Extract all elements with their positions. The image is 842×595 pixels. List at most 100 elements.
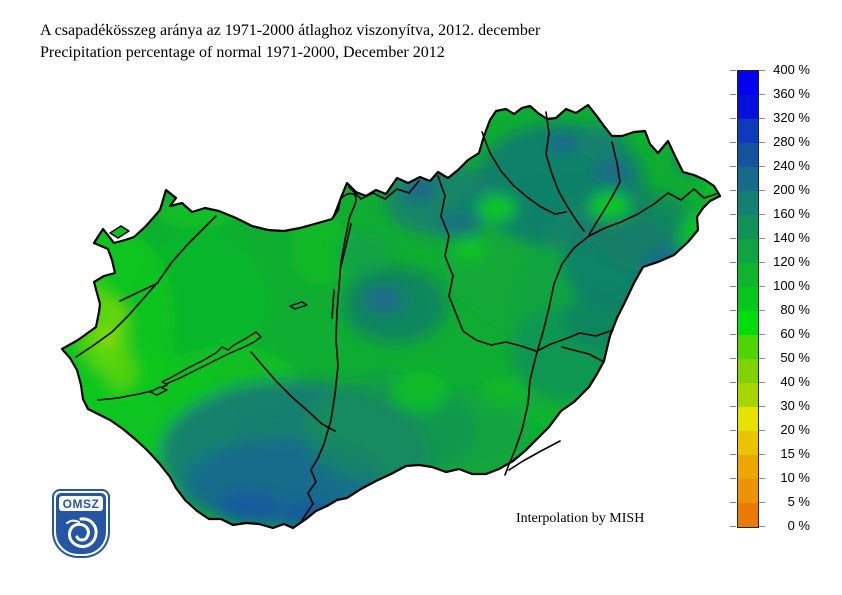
legend-tick-mark [759, 478, 765, 479]
legend-tick-label: 140 % [773, 230, 810, 245]
koros-river [538, 329, 614, 351]
legend-tick-mark [759, 358, 765, 359]
legend-tick-mark [730, 430, 736, 431]
koros-branch [561, 346, 605, 363]
legend-tick-mark [759, 454, 765, 455]
legend-tick-mark [730, 526, 736, 527]
legend-tick-mark [730, 334, 736, 335]
legend-tick-mark [730, 70, 736, 71]
kis-balaton [149, 386, 168, 396]
legend-tick-mark [759, 142, 765, 143]
legend-color-segment [738, 455, 758, 479]
legend-tick-mark [730, 190, 736, 191]
ipoly-river [348, 180, 420, 200]
title-hungarian: A csapadékösszeg aránya az 1971-2000 átl… [40, 22, 541, 39]
map-title-block: A csapadékösszeg aránya az 1971-2000 átl… [40, 20, 540, 64]
legend-color-segment [738, 359, 758, 383]
szentendre-island [340, 223, 352, 267]
legend-color-bar [737, 70, 759, 528]
legend-tick-label: 20 % [780, 422, 810, 437]
legend-tick-mark [759, 382, 765, 383]
legend-tick-mark [759, 406, 765, 407]
legend-tick-label: 160 % [773, 206, 810, 221]
interpolation-note: Interpolation by MISH [516, 511, 645, 526]
legend-tick-label: 50 % [780, 350, 810, 365]
legend-tick-mark [759, 430, 765, 431]
lake-velence [289, 301, 308, 310]
omsz-logo-text: OMSZ [59, 496, 103, 511]
legend-tick-label: 80 % [780, 302, 810, 317]
legend-tick-mark [759, 190, 765, 191]
legend-tick-label: 60 % [780, 326, 810, 341]
legend-tick-mark [730, 310, 736, 311]
legend-color-segment [738, 479, 758, 503]
legend-tick-mark [730, 262, 736, 263]
legend-color-segment [738, 407, 758, 431]
omsz-logo-inner: OMSZ [54, 491, 108, 556]
csepel-island [331, 289, 335, 319]
legend-tick-mark [759, 310, 765, 311]
legend-color-segment [738, 95, 758, 119]
legend-color-segment [738, 167, 758, 191]
lakes [109, 225, 308, 396]
raba-river [75, 215, 217, 358]
legend-tick-mark [730, 286, 736, 287]
legend-tick-mark [730, 358, 736, 359]
legend-color-segment [738, 71, 758, 95]
lake-ferto [109, 225, 130, 239]
precipitation-field [62, 105, 720, 528]
legend-tick-mark [730, 166, 736, 167]
legend-tick-mark [759, 214, 765, 215]
bodrog-river [588, 141, 621, 236]
legend-tick-mark [759, 286, 765, 287]
rabca-river [119, 282, 159, 302]
lake-balaton [161, 331, 262, 385]
legend-color-segment [738, 335, 758, 359]
legend-tick-label: 0 % [787, 518, 810, 533]
legend-tick-label: 5 % [787, 494, 810, 509]
legend-tick-mark [730, 478, 736, 479]
legend-tick-mark [759, 526, 765, 527]
legend-tick-label: 40 % [780, 374, 810, 389]
legend-tick-mark [759, 166, 765, 167]
legend-tick-label: 360 % [773, 86, 810, 101]
legend-color-segment [738, 311, 758, 335]
legend-tick-mark [730, 94, 736, 95]
legend-tick-label: 240 % [773, 158, 810, 173]
legend-color-segment [738, 239, 758, 263]
legend-tick-mark [759, 118, 765, 119]
legend-tick-mark [759, 94, 765, 95]
legend-tick-mark [730, 502, 736, 503]
hernad-river [545, 111, 585, 232]
legend-tick-mark [759, 70, 765, 71]
legend-color-segment [738, 503, 758, 527]
title-english: Precipitation percentage of normal 1971-… [40, 44, 445, 61]
legend-tick-label: 15 % [780, 446, 810, 461]
legend-color-segment [738, 119, 758, 143]
legend-color-segment [738, 431, 758, 455]
legend-tick-label: 10 % [780, 470, 810, 485]
legend-tick-mark [730, 214, 736, 215]
legend-tick-label: 100 % [773, 278, 810, 293]
omsz-logo-shield: OMSZ [56, 493, 106, 554]
legend-tick-label: 30 % [780, 398, 810, 413]
legend-tick-mark [730, 238, 736, 239]
legend-color-segment [738, 143, 758, 167]
legend-tick-mark [730, 406, 736, 407]
legend-tick-label: 280 % [773, 134, 810, 149]
legend-tick-label: 400 % [773, 62, 810, 77]
legend-tick-mark [759, 502, 765, 503]
legend-tick-mark [730, 142, 736, 143]
legend-tick-mark [730, 382, 736, 383]
wave-swirl-icon [61, 511, 101, 554]
legend-tick-label: 200 % [773, 182, 810, 197]
maros-river [508, 440, 561, 471]
legend-tick-label: 320 % [773, 110, 810, 125]
legend-tick-mark [759, 334, 765, 335]
legend-color-segment [738, 263, 758, 287]
sajo-river [481, 131, 567, 215]
legend-tick-mark [730, 454, 736, 455]
legend-color-segment [738, 287, 758, 311]
